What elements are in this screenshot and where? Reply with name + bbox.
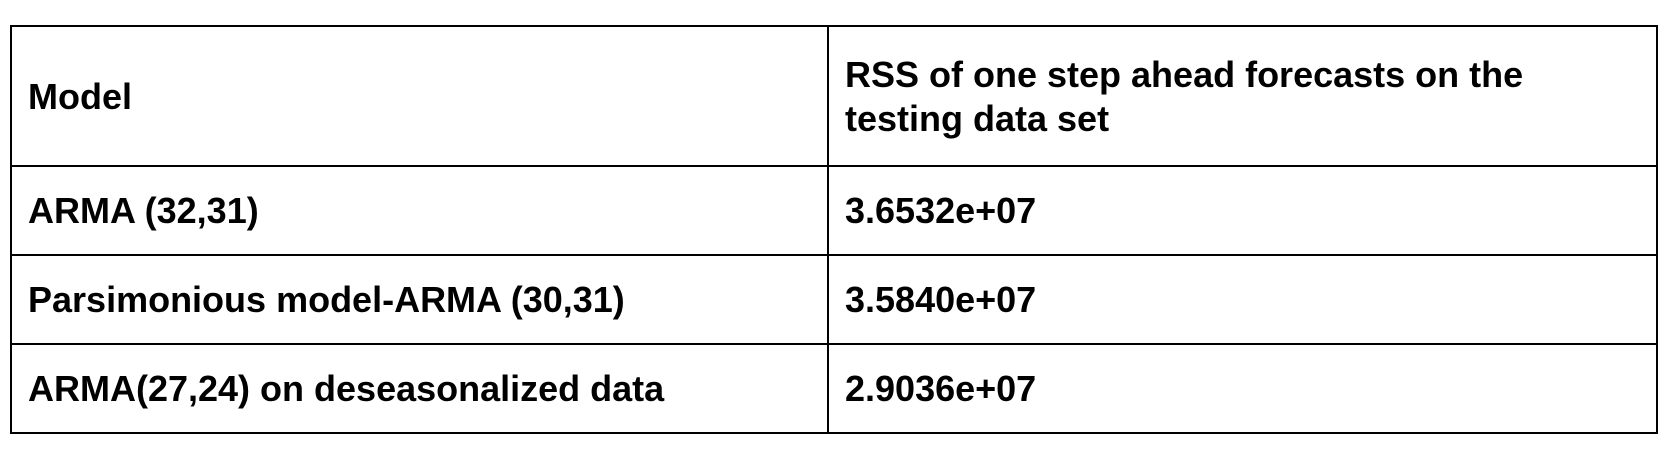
cell-rss: 2.9036e+07 [827, 343, 1658, 434]
table-row: ARMA (32,31) 3.6532e+07 [10, 165, 1658, 256]
cell-rss: 3.6532e+07 [827, 165, 1658, 256]
table-header-row: Model RSS of one step ahead forecasts on… [10, 25, 1658, 167]
header-model: Model [10, 25, 829, 167]
cell-model: ARMA(27,24) on deseasonalized data [10, 343, 829, 434]
header-rss: RSS of one step ahead forecasts on the t… [827, 25, 1658, 167]
cell-model: Parsimonious model-ARMA (30,31) [10, 254, 829, 345]
cell-model: ARMA (32,31) [10, 165, 829, 256]
table-row: Parsimonious model-ARMA (30,31) 3.5840e+… [10, 254, 1658, 345]
table-row: ARMA(27,24) on deseasonalized data 2.903… [10, 343, 1658, 434]
results-table: Model RSS of one step ahead forecasts on… [10, 25, 1658, 434]
results-table-container: Model RSS of one step ahead forecasts on… [10, 25, 1658, 434]
cell-rss: 3.5840e+07 [827, 254, 1658, 345]
